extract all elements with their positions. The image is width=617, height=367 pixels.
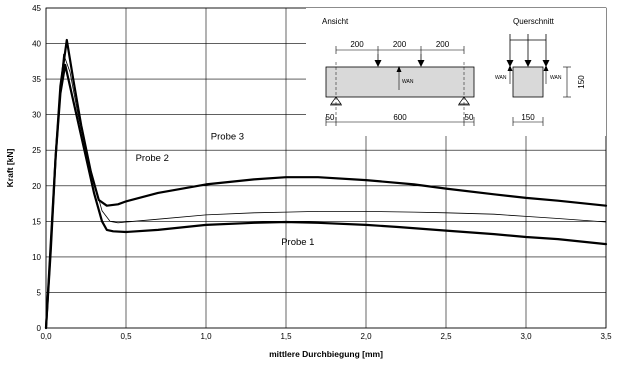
x-tick-label: 3,5 (600, 332, 612, 341)
annotation-probe-1: Probe 1 (281, 237, 314, 248)
x-tick-label: 0,0 (40, 332, 52, 341)
ansicht-title: Ansicht (322, 17, 349, 26)
x-axis-label: mittlere Durchbiegung [mm] (269, 349, 383, 359)
cross-section-wan-arrows (507, 65, 549, 84)
y-tick-label: 35 (32, 75, 41, 84)
series-line-probe-2 (45, 53, 607, 329)
x-tick-label: 2,5 (440, 332, 452, 341)
top-dim-2: 200 (393, 40, 407, 49)
x-tick-label: 1,5 (280, 332, 292, 341)
y-tick-label: 20 (32, 182, 41, 191)
series-layer (44, 38, 608, 330)
series-line-probe-3 (44, 38, 608, 330)
y-tick-label: 40 (32, 40, 41, 49)
support-left-icon (330, 96, 342, 105)
y-tick-label: 0 (37, 324, 42, 333)
y-tick-label: 25 (32, 146, 41, 155)
height-dim: 150 (577, 75, 586, 89)
y-tick-label: 30 (32, 111, 41, 120)
y-tick-label: 15 (32, 217, 41, 226)
y-axis-label: Kraft [kN] (5, 148, 15, 187)
bottom-dim-3: 50 (465, 113, 474, 122)
annotation-probe-3: Probe 3 (211, 132, 244, 143)
width-dim: 150 (521, 113, 535, 122)
wan-label-left: WAN (495, 75, 507, 81)
x-tick-label: 3,0 (520, 332, 532, 341)
annotation-probe-2: Probe 2 (136, 153, 169, 164)
cross-section-load-arrows (506, 34, 550, 67)
top-dim-1: 200 (350, 40, 364, 49)
beam-cross-section (512, 66, 544, 98)
top-dim-3: 200 (436, 40, 450, 49)
width-dimension-line (512, 117, 544, 126)
wan-gauge-arrow (396, 66, 402, 90)
tick-labels: 0,0 0,5 1,0 1,5 2,0 2,5 3,0 3,5 0 5 10 15 20 25 30 35 40… (32, 4, 612, 341)
x-tick-label: 1,0 (200, 332, 212, 341)
height-dimension-line (563, 66, 571, 98)
test-setup-sketch: Ansicht Querschnitt 200 200 200 WA (306, 8, 606, 136)
load-arrows (374, 54, 425, 67)
y-tick-label: 5 (37, 288, 42, 297)
bottom-dim-2: 600 (393, 113, 407, 122)
y-tick-label: 10 (32, 253, 41, 262)
wan-label-elevation: WAN (402, 79, 414, 85)
x-tick-label: 2,0 (360, 332, 372, 341)
bottom-dim-1: 50 (326, 113, 335, 122)
support-right-icon (458, 96, 470, 105)
y-tick-label: 45 (32, 4, 41, 13)
wan-label-right: WAN (550, 75, 562, 81)
series-line-probe-1 (44, 63, 608, 330)
series-annotations: Probe 1 Probe 2 Probe 3 (136, 132, 315, 248)
bottom-dimension-line (325, 117, 475, 126)
x-tick-label: 0,5 (120, 332, 132, 341)
top-dimension-line (335, 46, 465, 54)
querschnitt-title: Querschnitt (513, 17, 555, 26)
